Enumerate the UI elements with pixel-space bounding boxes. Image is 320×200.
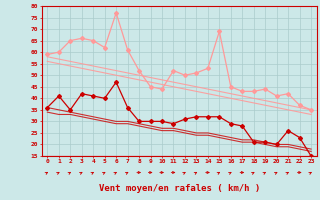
X-axis label: Vent moyen/en rafales ( km/h ): Vent moyen/en rafales ( km/h ) bbox=[99, 184, 260, 193]
